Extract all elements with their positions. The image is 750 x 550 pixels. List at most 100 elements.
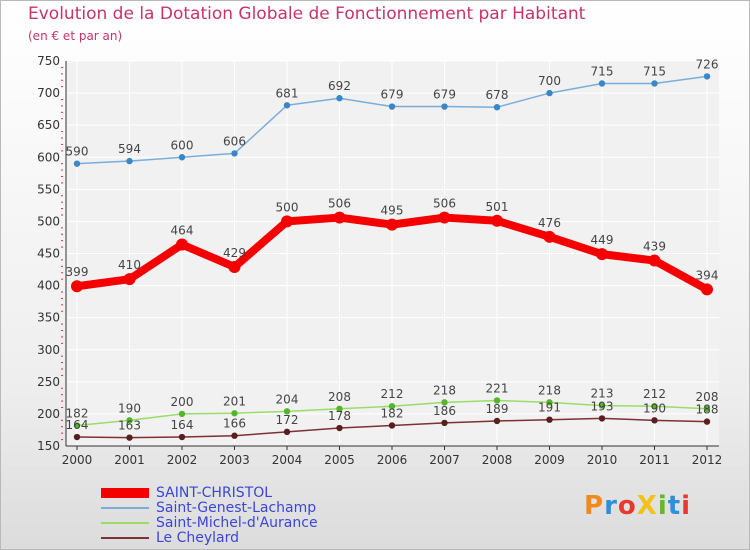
legend-swatch — [101, 537, 149, 539]
data-label: 495 — [381, 204, 404, 218]
data-point — [493, 104, 501, 111]
data-label: 189 — [486, 402, 509, 416]
data-point — [126, 417, 133, 424]
logo-letter: o — [617, 491, 637, 521]
data-point — [178, 433, 186, 441]
data-point — [493, 417, 501, 425]
data-label: 429 — [223, 246, 246, 260]
logo-letter: X — [636, 491, 658, 521]
data-label: 164 — [171, 418, 194, 432]
data-point — [388, 103, 396, 110]
data-label: 221 — [486, 381, 509, 395]
data-point — [231, 432, 238, 439]
legend-label: Le Cheylard — [156, 530, 240, 546]
data-label: 606 — [223, 134, 246, 148]
data-label: 439 — [643, 240, 666, 254]
data-label: 506 — [433, 197, 456, 211]
data-point — [178, 154, 186, 161]
axes: 150 200 250 300 350 400 450 500 550 600 650 700 750 2… — [37, 54, 722, 467]
data-label: 476 — [538, 216, 561, 230]
legend-swatch — [101, 522, 149, 524]
data-label: 212 — [643, 387, 666, 401]
data-point — [546, 399, 553, 406]
data-label: 449 — [591, 233, 614, 247]
y-tick-label: 300 — [37, 343, 60, 357]
logo-letter: r — [604, 491, 618, 521]
y-tick-label: 550 — [37, 182, 60, 196]
x-tick-label: 2004 — [272, 453, 303, 467]
data-point — [546, 416, 553, 423]
data-label: 501 — [486, 200, 509, 214]
data-label: 410 — [118, 258, 141, 272]
data-point — [281, 215, 293, 228]
data-point — [336, 424, 343, 432]
data-point — [71, 280, 83, 293]
data-point — [386, 218, 398, 231]
series-layer — [71, 73, 713, 441]
data-label: 213 — [591, 387, 614, 401]
data-point — [283, 102, 291, 109]
data-point — [598, 80, 606, 87]
data-label: 500 — [276, 200, 299, 214]
logo-letter: P — [584, 491, 605, 521]
data-point — [126, 434, 133, 441]
x-tick-label: 2008 — [482, 453, 513, 467]
data-point — [388, 422, 396, 429]
data-point — [123, 273, 136, 286]
y-tick-label: 650 — [37, 118, 60, 132]
data-point — [703, 73, 711, 80]
data-label: 399 — [66, 265, 89, 279]
data-point — [176, 238, 188, 251]
data-point — [703, 418, 711, 425]
data-label: 678 — [486, 88, 509, 102]
y-tick-label: 700 — [37, 86, 60, 100]
data-label: 726 — [696, 57, 719, 71]
data-point — [651, 80, 658, 87]
data-point — [388, 403, 396, 410]
data-point — [543, 230, 556, 243]
legend-label: SAINT-CHRISTOL — [156, 485, 273, 501]
x-tick-label: 2012 — [692, 453, 723, 467]
y-tick-label: 250 — [37, 375, 60, 389]
data-label: 200 — [171, 395, 194, 409]
y-tick-label: 350 — [37, 311, 60, 325]
data-point — [231, 410, 238, 417]
data-label: 700 — [538, 74, 561, 88]
data-point — [598, 415, 606, 422]
data-point — [493, 397, 501, 404]
data-label: 715 — [591, 64, 614, 78]
x-tick-label: 2005 — [324, 453, 355, 467]
data-label: 191 — [538, 401, 561, 415]
data-label: 201 — [223, 394, 246, 408]
data-label: 208 — [696, 390, 719, 404]
data-label: 681 — [276, 86, 299, 100]
data-point — [178, 410, 186, 418]
y-tick-label: 500 — [37, 214, 60, 228]
data-point — [651, 403, 658, 410]
data-point — [441, 103, 448, 110]
data-point — [336, 95, 343, 102]
logo-letter: i — [657, 491, 668, 521]
data-point — [228, 260, 241, 273]
data-point — [703, 405, 711, 412]
data-label: 212 — [381, 387, 404, 401]
logo-letter: t — [667, 491, 682, 521]
data-point — [73, 422, 81, 429]
data-point — [438, 211, 451, 224]
data-label: 186 — [433, 404, 456, 418]
data-point — [598, 402, 606, 409]
x-tick-label: 2002 — [167, 453, 198, 467]
y-tick-label: 750 — [37, 54, 60, 68]
data-label: 172 — [276, 413, 299, 427]
data-point — [336, 405, 343, 412]
data-label: 163 — [118, 419, 141, 433]
proxiti-logo: ProXiti — [584, 491, 691, 521]
logo-letter: i — [681, 491, 692, 521]
data-label: 178 — [328, 409, 351, 423]
data-label: 193 — [591, 399, 614, 413]
y-tick-label: 600 — [37, 150, 60, 164]
y-tick-label: 150 — [37, 439, 60, 453]
data-label: 204 — [276, 392, 299, 406]
data-point — [546, 89, 553, 97]
